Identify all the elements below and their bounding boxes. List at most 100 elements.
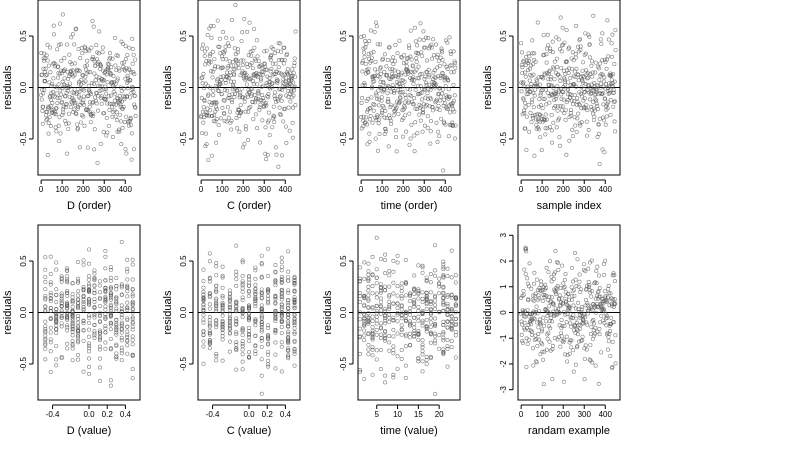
x-tick-label: 0.0 (243, 410, 255, 419)
data-point (372, 79, 377, 84)
data-point (441, 335, 446, 340)
data-point (553, 270, 558, 275)
data-point (593, 363, 598, 368)
data-point (532, 51, 537, 56)
data-point (359, 101, 364, 106)
data-point (374, 20, 379, 25)
data-point (93, 78, 98, 83)
data-point (252, 45, 257, 50)
data-point (202, 49, 207, 54)
data-point (370, 345, 375, 350)
data-point (596, 131, 601, 136)
data-point (286, 278, 291, 283)
data-point (234, 308, 239, 313)
data-point (392, 108, 397, 113)
data-point (412, 288, 417, 293)
data-point (408, 321, 413, 326)
data-point (402, 53, 407, 58)
data-point (54, 91, 59, 96)
data-point (87, 371, 92, 376)
data-point (270, 125, 275, 130)
data-point (73, 101, 78, 106)
data-point (128, 116, 133, 121)
data-points (43, 240, 135, 388)
data-point (57, 139, 62, 144)
data-point (371, 49, 376, 54)
data-point (101, 78, 106, 83)
data-point (367, 117, 372, 122)
data-point (552, 59, 557, 64)
data-point (269, 52, 274, 57)
data-point (272, 114, 277, 119)
data-point (95, 91, 100, 96)
data-point (130, 257, 135, 262)
data-point (537, 320, 542, 325)
data-point (59, 308, 64, 313)
data-point (53, 110, 58, 115)
data-point (232, 67, 237, 72)
data-point (117, 68, 122, 73)
data-point (526, 298, 531, 303)
data-point (89, 81, 94, 86)
data-point (259, 320, 264, 325)
data-point (573, 55, 578, 60)
data-point (391, 372, 396, 377)
data-point (584, 320, 589, 325)
data-point (240, 329, 245, 334)
data-point (540, 342, 545, 347)
data-point (240, 343, 245, 348)
data-point (130, 84, 135, 89)
data-point (209, 35, 214, 40)
data-point (606, 283, 611, 288)
data-point (259, 329, 264, 334)
data-point (130, 316, 135, 321)
data-point (612, 279, 617, 284)
data-point (201, 317, 206, 322)
data-point (293, 29, 298, 34)
data-point (251, 79, 256, 84)
data-point (288, 99, 293, 104)
data-point (279, 264, 284, 269)
data-point (587, 260, 592, 265)
data-point (424, 279, 429, 284)
data-point (259, 253, 264, 258)
data-point (70, 333, 75, 338)
data-point (250, 66, 255, 71)
data-point (220, 293, 225, 298)
data-point (209, 102, 214, 107)
data-point (43, 342, 48, 347)
y-tick-label: 0.0 (179, 81, 188, 93)
data-point (561, 379, 566, 384)
data-point (391, 301, 396, 306)
data-point (560, 25, 565, 30)
data-point (96, 78, 101, 83)
data-point (393, 107, 398, 112)
data-point (362, 377, 367, 382)
data-point (441, 301, 446, 306)
data-point (399, 70, 404, 75)
data-point (433, 316, 438, 321)
data-point (286, 329, 291, 334)
data-point (424, 83, 429, 88)
data-point (48, 316, 53, 321)
data-point (247, 89, 252, 94)
data-point (97, 338, 102, 343)
data-point (527, 129, 532, 134)
data-point (62, 76, 67, 81)
data-point (411, 75, 416, 80)
data-point (81, 297, 86, 302)
data-point (575, 257, 580, 262)
data-point (268, 69, 273, 74)
data-point (76, 297, 81, 302)
data-point (207, 100, 212, 105)
data-point (588, 97, 593, 102)
data-point (571, 303, 576, 308)
data-point (399, 294, 404, 299)
data-point (403, 258, 408, 263)
data-point (97, 283, 102, 288)
x-tick-label: 20 (435, 410, 444, 419)
data-point (427, 74, 432, 79)
data-point (119, 345, 124, 350)
data-point (557, 296, 562, 301)
data-point (383, 108, 388, 113)
